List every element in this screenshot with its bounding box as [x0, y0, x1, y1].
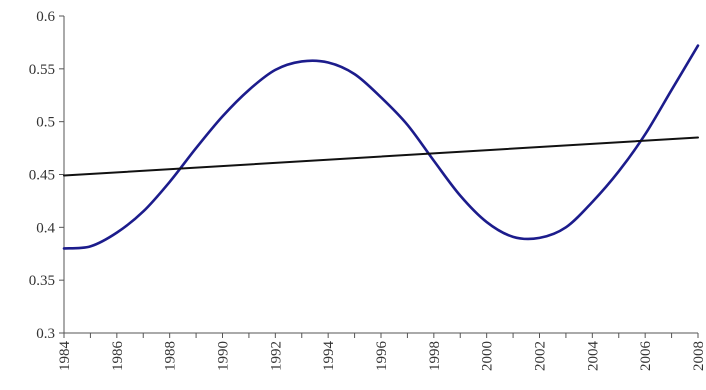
x-tick-label: 1988 — [163, 341, 179, 371]
x-tick-label: 1986 — [110, 341, 126, 372]
series-lines — [62, 44, 700, 250]
y-tick-label: 0.6 — [36, 9, 55, 25]
x-tick-label: 1992 — [268, 341, 284, 371]
y-tick-label: 0.4 — [36, 220, 55, 236]
y-tick-label: 0.55 — [29, 62, 55, 78]
tick-labels: 0.3 0.35 0.4 0.45 0.5 0.55 0.6 1984 1986 1988 1990… — [29, 9, 706, 371]
x-tick-label: 1996 — [374, 341, 390, 372]
x-tick-label: 2006 — [638, 341, 654, 372]
x-tick-label: 1994 — [321, 341, 337, 372]
axes — [59, 15, 699, 338]
x-tick-label: 1998 — [427, 341, 443, 371]
y-tick-label: 0.35 — [29, 273, 55, 289]
x-tick-label: 2008 — [691, 341, 706, 371]
x-tick-label: 2002 — [533, 341, 549, 371]
y-tick-label: 0.5 — [36, 115, 55, 131]
x-tick-label: 2000 — [480, 341, 496, 371]
x-tick-label: 2004 — [585, 341, 601, 372]
y-tick-label: 0.3 — [36, 326, 55, 342]
series-line-trend — [63, 136, 699, 177]
series-line-oscillating — [62, 44, 700, 250]
x-tick-label: 1984 — [57, 341, 73, 372]
x-tick-label: 1990 — [216, 341, 232, 371]
y-tick-label: 0.45 — [29, 168, 55, 184]
